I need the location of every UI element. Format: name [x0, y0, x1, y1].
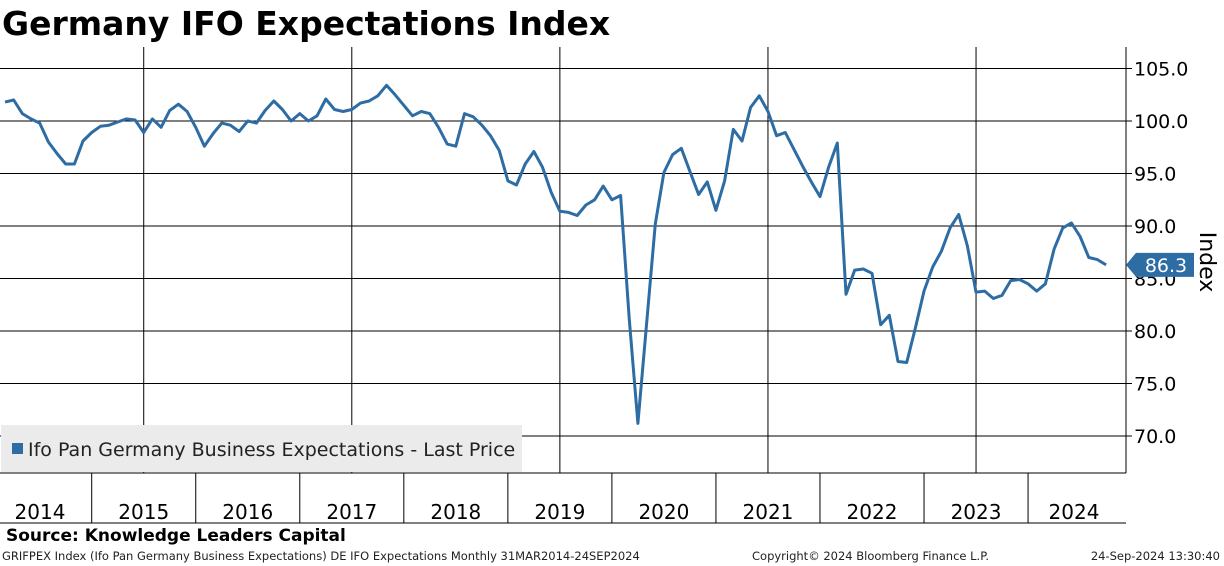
legend: Ifo Pan Germany Business Expectations - …: [1, 425, 522, 472]
axes: [0, 47, 1132, 524]
last-value-label: 86.3: [1145, 255, 1187, 277]
x-tick-label: 2019: [534, 500, 585, 524]
x-tick-label: 2018: [430, 500, 481, 524]
x-tick-label: 2020: [638, 500, 689, 524]
horizontal-gridlines: [0, 68, 1126, 437]
legend-label: Ifo Pan Germany Business Expectations - …: [28, 439, 515, 461]
last-value-tag: [1126, 252, 1194, 277]
legend-box: [1, 425, 522, 472]
series-line: [4, 83, 1107, 425]
vertical-gridlines: [143, 47, 977, 473]
y-tick-label: 100.0: [1134, 111, 1188, 133]
legend-swatch: [12, 443, 23, 454]
y-tick-label: 75.0: [1134, 374, 1176, 396]
y-axis-label: Index: [1194, 232, 1219, 293]
source-note: Source: Knowledge Leaders Capital: [6, 526, 346, 546]
x-tick-label: 2014: [15, 500, 66, 524]
x-year-separators: [91, 473, 1029, 523]
y-tick-label: 70.0: [1134, 426, 1176, 448]
x-tick-label: 2021: [743, 500, 794, 524]
last-value-marker: 86.3: [1126, 252, 1194, 277]
x-tick-label: 2024: [1049, 500, 1100, 524]
x-tick-label: 2017: [326, 500, 377, 524]
y-tick-label: 105.0: [1134, 59, 1188, 81]
x-tick-labels: 2014 2015 2016 2017 2018 2019 2020 2021 2022 2023…: [15, 500, 1100, 524]
footer-timestamp: 24-Sep-2024 13:30:40: [1090, 549, 1220, 563]
y-tick-label: 90.0: [1134, 216, 1176, 238]
x-tick-label: 2023: [951, 500, 1002, 524]
y-tick-label: 95.0: [1134, 164, 1176, 186]
footer-copyright: Copyright© 2024 Bloomberg Finance L.P.: [752, 549, 989, 563]
chart-title: Germany IFO Expectations Index: [2, 4, 611, 43]
x-tick-label: 2022: [847, 500, 898, 524]
series-layer: [4, 83, 1107, 425]
x-tick-label: 2015: [118, 500, 169, 524]
y-tick-label: 80.0: [1134, 321, 1176, 343]
footer-ticker-info: GRIFPEX Index (Ifo Pan Germany Business …: [2, 549, 640, 563]
x-tick-label: 2016: [222, 500, 273, 524]
